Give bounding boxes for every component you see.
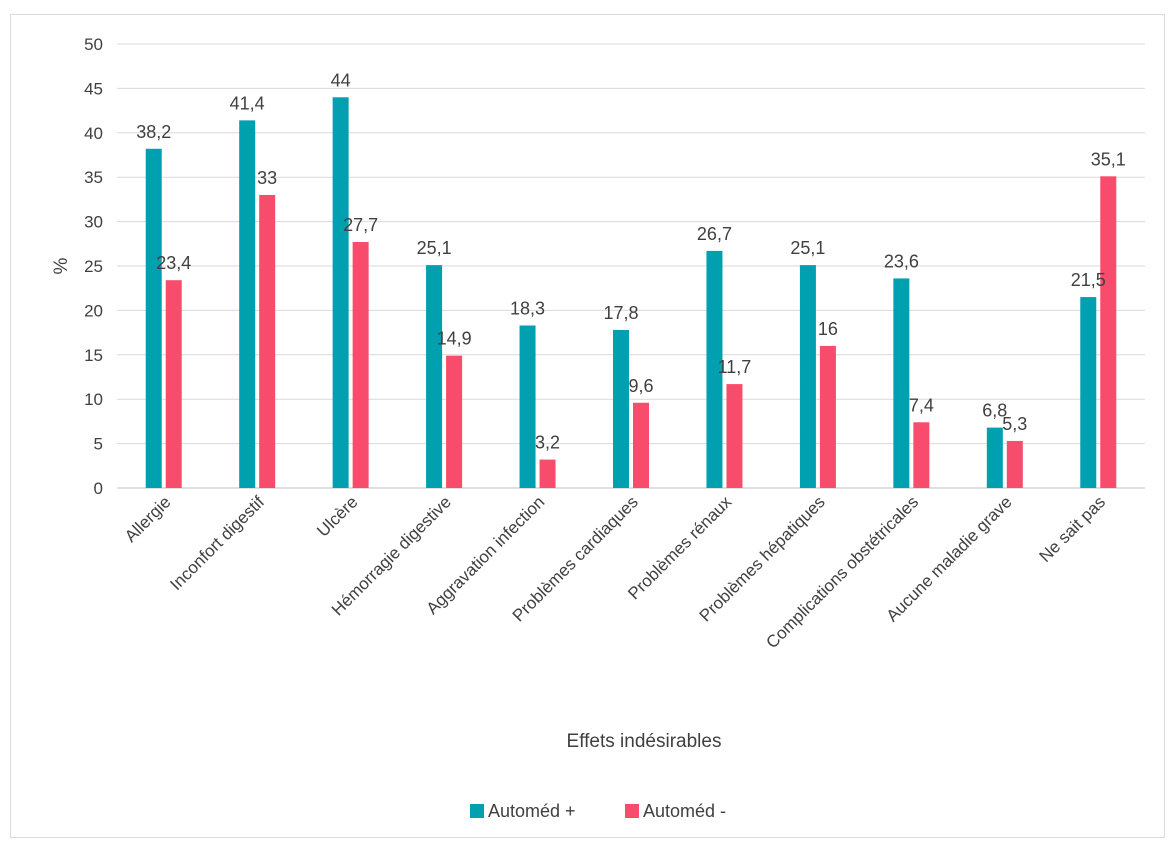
data-label: 41,4 [230,93,265,113]
legend-swatch-automed-plus [470,804,484,818]
data-label: 23,4 [156,253,191,273]
y-tick-label: 10 [84,390,103,409]
data-label: 21,5 [1071,270,1106,290]
bar-automed-plus [893,278,910,488]
x-tick-label: Ulcère [313,492,361,540]
x-axis-title: Effets indésirables [567,731,722,752]
y-tick-label: 0 [94,479,103,498]
bar-automed-plus [986,427,1003,488]
data-label: 25,1 [417,238,452,258]
bar-automed-minus [819,345,836,488]
y-tick-label: 25 [84,257,103,276]
bar-automed-plus [1080,297,1097,488]
data-label: 44 [331,70,351,90]
data-label: 3,2 [535,433,560,453]
bar-automed-plus [332,97,349,488]
y-tick-label: 40 [84,124,103,143]
data-labels: 38,2 23,4 41,4 33 44 27,7 25,1 14,9 18,3 3,2 17,8 9… [136,70,1126,452]
data-label: 14,9 [437,329,472,349]
data-label: 9,6 [628,376,653,396]
data-label: 5,3 [1002,414,1027,434]
data-label: 11,7 [718,357,752,377]
x-tick-label: Problèmes rénaux [624,492,735,603]
legend-label-automed-plus: Automéd + [488,801,576,821]
y-tick-label: 45 [84,79,103,98]
data-label: 18,3 [510,298,545,318]
data-label: 17,8 [603,303,638,323]
y-axis-title: % [51,257,72,274]
y-tick-label: 35 [84,168,103,187]
y-axis-ticks: 0 5 10 15 20 25 30 35 40 45 50 [84,35,103,498]
bar-automed-plus [426,265,443,488]
data-label: 25,1 [790,238,825,258]
x-tick-label: Ne sait pas [1036,492,1110,566]
x-tick-label: Complications obstétricales [762,492,922,652]
bar-automed-minus [726,384,743,488]
data-label: 7,4 [909,395,934,415]
legend-label-automed-minus: Automéd - [643,801,726,821]
bar-automed-plus [613,329,629,488]
chart-frame [10,14,1165,838]
bar-automed-minus [352,242,369,488]
data-label: 27,7 [343,215,378,235]
data-label: 26,7 [697,224,732,244]
bar-automed-minus [259,194,276,488]
y-tick-label: 30 [84,213,103,232]
data-label: 35,1 [1091,149,1126,169]
data-label: 33 [257,168,277,188]
bar-automed-plus [239,120,256,489]
bar-automed-plus [145,148,162,488]
x-tick-label: Inconfort digestif [166,492,268,594]
data-label: 38,2 [136,122,171,142]
gridlines [117,43,1145,489]
legend-swatch-automed-minus [625,804,639,818]
y-tick-label: 5 [94,435,103,454]
bar-automed-minus [539,459,556,488]
y-tick-label: 50 [84,35,103,54]
data-label: 23,6 [884,251,919,271]
bar-automed-plus [706,250,723,488]
bar-automed-plus [799,265,816,488]
data-label: 6,8 [982,401,1007,421]
bar-automed-minus [633,402,649,488]
bar-automed-minus [165,280,182,488]
y-tick-label: 15 [84,346,103,365]
bars [145,97,1117,489]
data-label: 16 [818,319,838,339]
bar-automed-plus [519,325,536,488]
bar-automed-minus [1006,440,1023,488]
bar-automed-minus [446,355,463,488]
bar-automed-minus [1100,176,1117,488]
y-tick-label: 20 [84,301,103,320]
x-tick-label: Allergie [121,492,175,546]
legend: Automéd + Automéd - [470,801,726,821]
bar-automed-minus [913,422,930,488]
